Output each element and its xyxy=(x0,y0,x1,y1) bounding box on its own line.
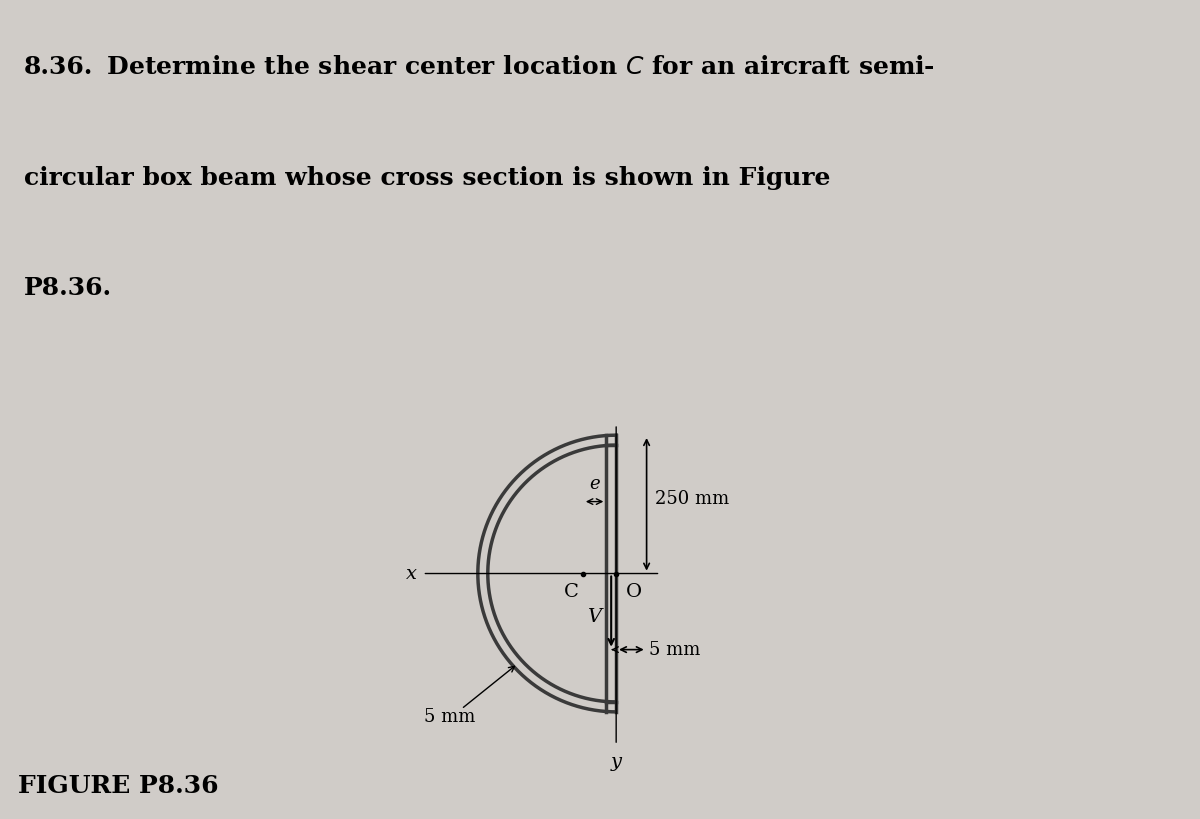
Text: O: O xyxy=(626,583,642,601)
Text: P8.36.: P8.36. xyxy=(24,276,112,301)
Text: e: e xyxy=(589,475,600,493)
Text: y: y xyxy=(611,753,622,771)
Text: 5 mm: 5 mm xyxy=(649,640,701,658)
Text: Determine the shear center location $C$ for an aircraft semi-: Determine the shear center location $C$ … xyxy=(98,56,935,79)
Text: circular box beam whose cross section is shown in Figure: circular box beam whose cross section is… xyxy=(24,165,830,190)
Text: 250 mm: 250 mm xyxy=(655,490,730,508)
Text: 5 mm: 5 mm xyxy=(425,708,476,726)
Text: V: V xyxy=(587,608,601,626)
Text: FIGURE P8.36: FIGURE P8.36 xyxy=(18,774,218,799)
Text: C: C xyxy=(564,583,578,601)
Text: x: x xyxy=(406,564,416,582)
Text: 8.36.: 8.36. xyxy=(24,56,94,79)
